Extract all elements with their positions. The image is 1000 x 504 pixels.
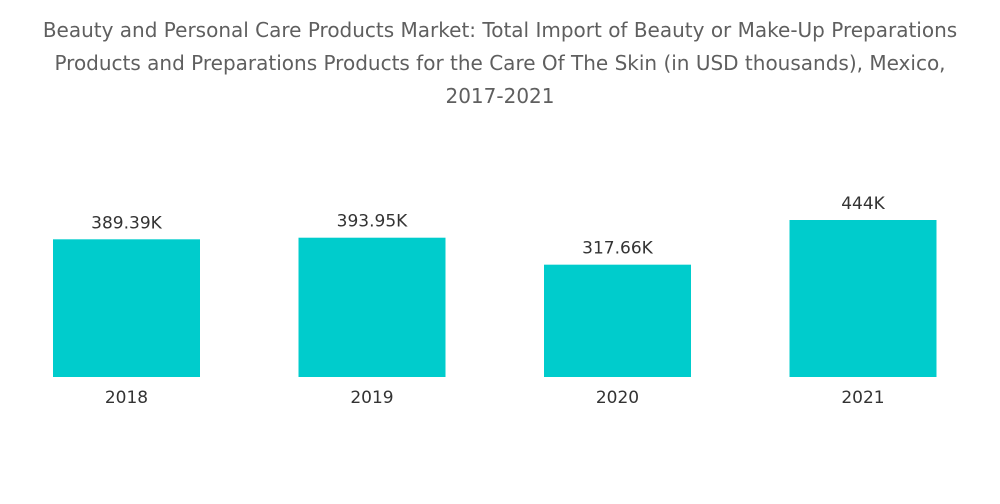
x-tick-label-2020: 2020 bbox=[596, 388, 639, 408]
bar-2019 bbox=[298, 237, 446, 377]
value-label-2019: 393.95K bbox=[337, 212, 408, 232]
x-tick-label-2019: 2019 bbox=[350, 388, 393, 408]
value-label-2018: 389.39K bbox=[91, 213, 162, 233]
bar-2021 bbox=[789, 220, 937, 377]
value-label-2020: 317.66K bbox=[582, 239, 653, 259]
x-tick-label-2018: 2018 bbox=[105, 388, 148, 408]
x-tick-label-2021: 2021 bbox=[841, 388, 884, 408]
value-label-2021: 444K bbox=[841, 194, 885, 214]
bar-2018 bbox=[53, 239, 200, 377]
chart-title: Beauty and Personal Care Products Market… bbox=[42, 18, 958, 108]
bar-2020 bbox=[544, 264, 691, 377]
